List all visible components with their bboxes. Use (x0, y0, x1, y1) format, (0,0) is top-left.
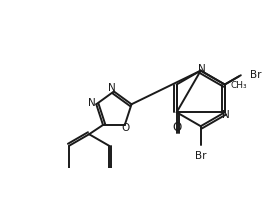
Text: Br: Br (195, 150, 206, 161)
Text: N: N (88, 98, 95, 108)
Text: N: N (222, 110, 230, 120)
Text: O: O (172, 121, 181, 134)
Text: Br: Br (250, 70, 262, 80)
Text: N: N (198, 65, 206, 74)
Text: CH₃: CH₃ (230, 81, 247, 90)
Text: N: N (108, 83, 115, 93)
Text: O: O (122, 123, 130, 133)
